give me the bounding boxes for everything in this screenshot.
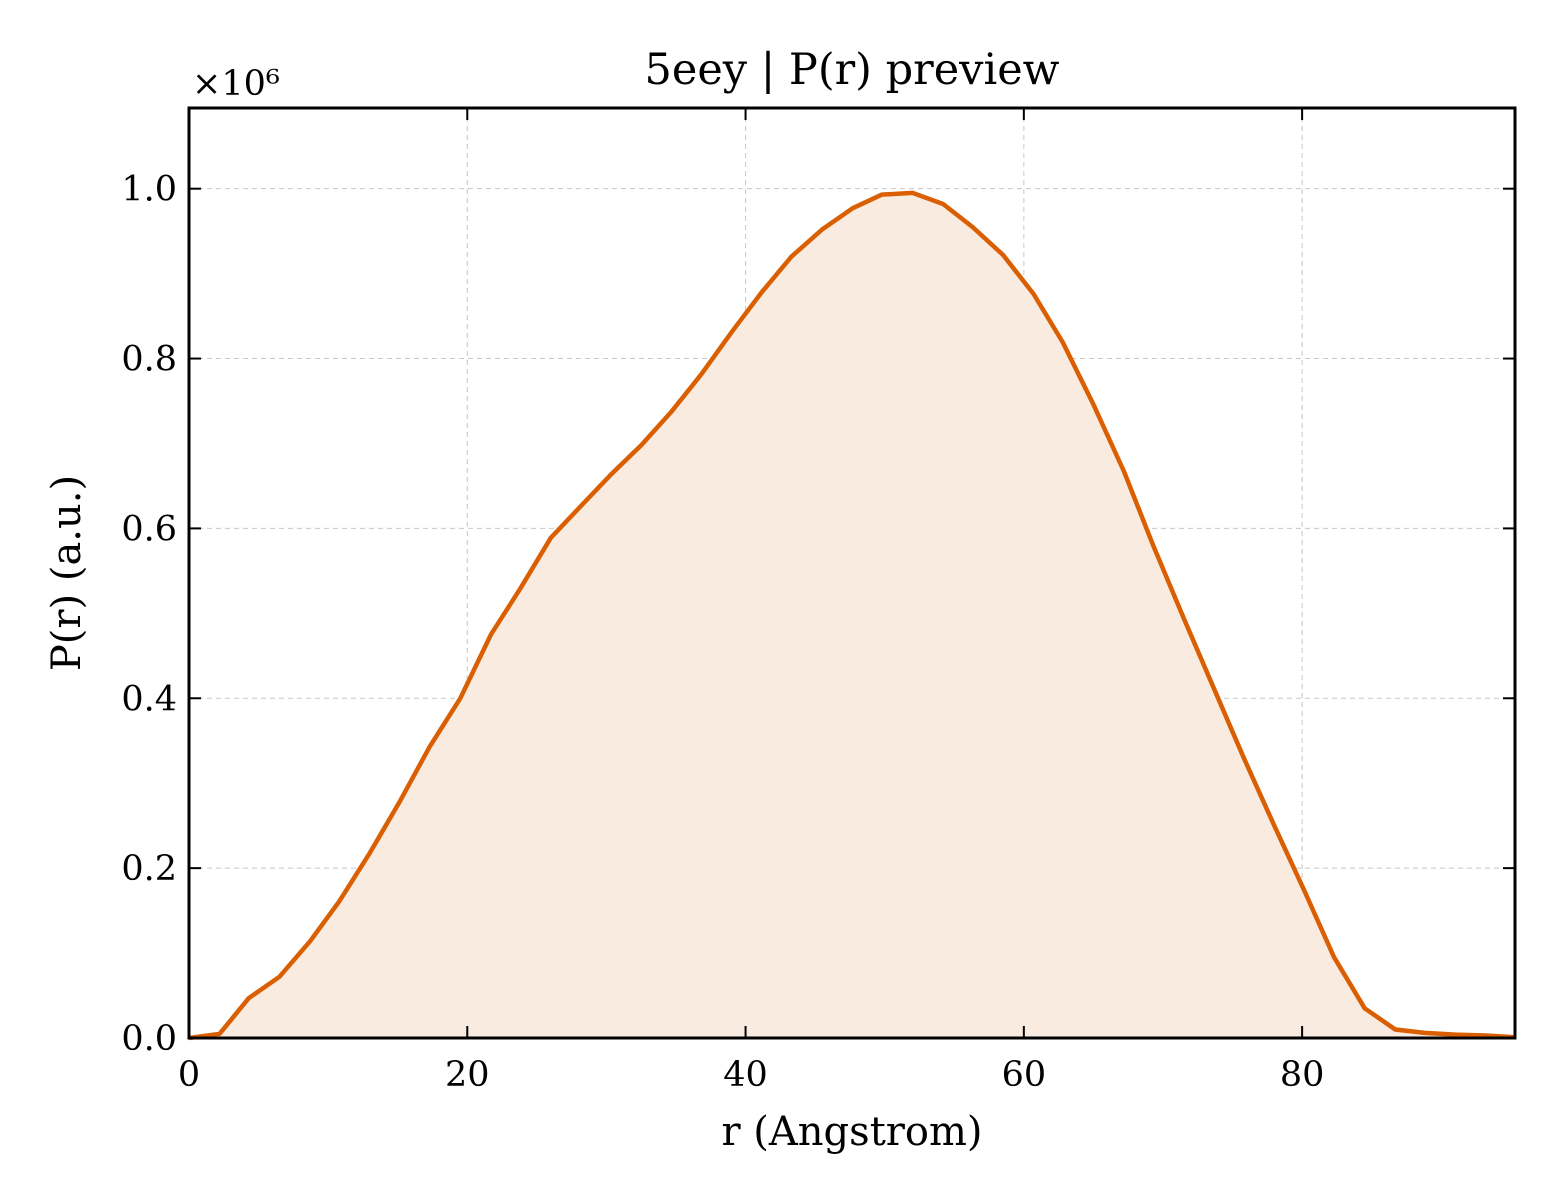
x-tick-label: 80 [1280, 1055, 1325, 1095]
x-axis-title: r (Angstrom) [721, 1109, 982, 1155]
y-tick-label: 0.6 [121, 509, 177, 549]
y-tick-label: 1.0 [121, 170, 177, 210]
ticks: 0 20 40 60 80 0.0 0.2 0.4 0.6 0.8 1.0 [121, 108, 1515, 1095]
y-tick-label: 0.2 [121, 849, 177, 889]
y-axis-title: P(r) (a.u.) [44, 475, 90, 671]
x-tick-label: 60 [1002, 1055, 1047, 1095]
pr-area-fill [189, 192, 1515, 1038]
y-tick-label: 0.4 [121, 679, 177, 719]
y-tick-label: 0.0 [121, 1019, 177, 1059]
x-tick-label: 40 [723, 1055, 768, 1095]
chart-title: 5eey | P(r) preview [645, 45, 1060, 95]
plot-frame [187, 106, 1517, 1040]
y-offset-label: ×10⁶ [192, 64, 280, 104]
x-tick-label: 20 [445, 1055, 490, 1095]
y-tick-label: 0.8 [121, 340, 177, 380]
pr-line [188, 190, 1516, 1041]
x-tick-label: 0 [178, 1055, 200, 1095]
